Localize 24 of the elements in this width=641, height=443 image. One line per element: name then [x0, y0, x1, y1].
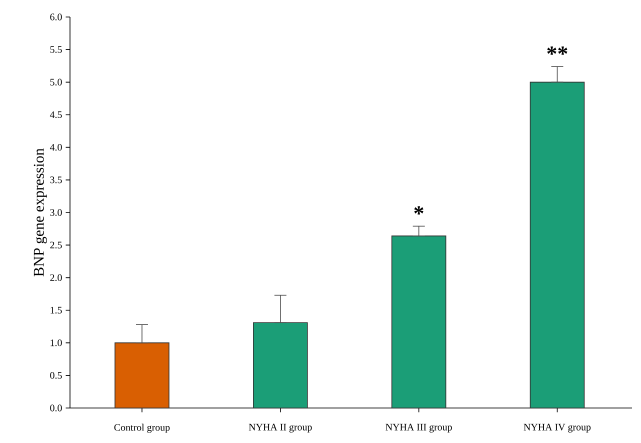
x-tick-label: NYHA IV group	[524, 424, 591, 433]
bar	[114, 342, 170, 408]
y-tick-label: 4.5	[50, 111, 62, 118]
y-axis-title: BNP gene expression	[34, 148, 47, 276]
x-tick-label: NYHA III group	[386, 424, 452, 433]
y-tick-label: 0.0	[50, 404, 62, 412]
y-tick-label: 2.5	[50, 242, 62, 248]
y-tick-label: 2.0	[50, 274, 62, 282]
y-tick-label: 3.0	[50, 209, 62, 216]
bar	[253, 322, 308, 408]
y-tick-label: 4.0	[50, 144, 62, 151]
x-tick-label: Control group	[114, 424, 170, 433]
y-tick-label: 0.5	[50, 372, 62, 379]
y-tick-label: 1.0	[50, 339, 62, 346]
bar	[530, 82, 585, 408]
data-label: **	[547, 46, 568, 55]
y-tick-label: 5.5	[50, 46, 62, 53]
bar	[391, 236, 446, 408]
y-tick-label: 5.0	[50, 78, 62, 86]
data-label: *	[414, 206, 424, 214]
y-tick-label: 3.5	[50, 176, 62, 184]
y-tick-label: 6.0	[50, 14, 62, 20]
y-tick-label: 1.5	[50, 306, 62, 314]
x-tick-label: NYHA II group	[248, 424, 312, 433]
